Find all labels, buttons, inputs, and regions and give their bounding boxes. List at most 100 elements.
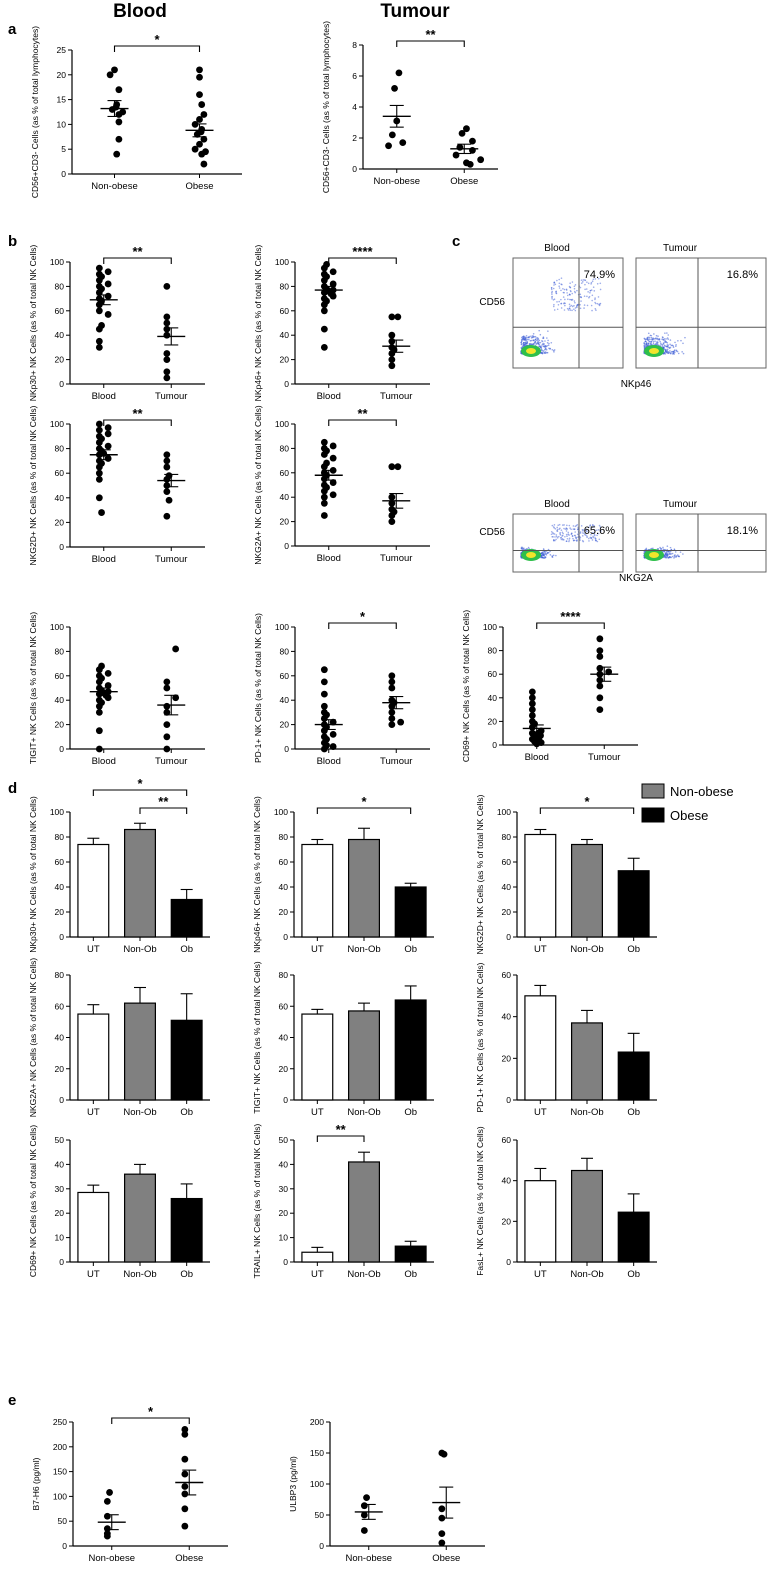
data-point [95, 289, 103, 296]
data-point [360, 1502, 368, 1510]
data-point [163, 374, 171, 382]
data-point [394, 463, 402, 471]
bar-ob [394, 886, 427, 938]
y-tick-label: 25 [57, 45, 67, 55]
data-point [181, 1522, 189, 1530]
y-tick-label: 0 [59, 379, 64, 389]
data-point [388, 350, 396, 357]
y-tick-label: 80 [280, 443, 290, 453]
chart-d7: 0 10 20 30 40 50 UT Non-Ob Ob CD69+ NK Cells (as … [28, 1125, 210, 1280]
y-tick-label: 20 [502, 1053, 512, 1063]
data-point [388, 702, 396, 710]
x-category-label: UT [311, 944, 324, 955]
y-tick-label: 50 [315, 1510, 325, 1520]
x-category-label: UT [311, 1107, 324, 1118]
data-point [458, 129, 466, 137]
x-category-label: Blood [317, 756, 341, 767]
data-point [463, 125, 470, 133]
data-point [95, 264, 103, 272]
data-point [95, 344, 103, 351]
y-tick-label: 200 [53, 1442, 67, 1452]
y-tick-label: 20 [55, 517, 65, 527]
data-point [103, 1532, 111, 1540]
chart-d5: 0 20 40 60 80 UT Non-Ob Ob TIGIT+ NK Cells (as %… [252, 961, 434, 1118]
x-category-label: Ob [180, 944, 193, 955]
x-category-label: Non-Ob [347, 944, 380, 955]
data-point [466, 160, 474, 168]
flow-dot-plot [512, 513, 624, 573]
significance-bracket [396, 40, 465, 47]
data-point [181, 1505, 189, 1513]
data-point [163, 463, 171, 471]
y-axis-label: NKp30+ NK Cells (as % of total NK Cells) [28, 245, 38, 402]
flow-x-label: NKG2A [619, 573, 653, 584]
data-point [95, 469, 103, 477]
y-tick-label: 20 [55, 355, 65, 365]
x-category-label: Non-obese [91, 181, 137, 192]
data-point [528, 700, 536, 708]
flow-percentage: 65.6% [584, 525, 615, 537]
data-point [163, 451, 171, 459]
y-tick-label: 60 [55, 857, 65, 867]
significance-bracket [113, 45, 201, 52]
data-point [388, 721, 396, 728]
y-tick-label: 0 [492, 740, 497, 750]
data-point [163, 684, 171, 692]
flow-col-label-tumour: Tumour [663, 499, 698, 510]
y-tick-label: 0 [59, 1257, 64, 1267]
chart-b6: 0 20 40 60 80 100 Blood Tumour PD-1+ NK Cells (a… [253, 609, 430, 767]
x-category-label: Non-obese [374, 176, 420, 187]
y-tick-label: 60 [279, 857, 289, 867]
data-point [181, 1490, 189, 1498]
data-point [596, 694, 604, 702]
y-tick-label: 100 [50, 257, 64, 267]
x-category-label: UT [87, 944, 100, 955]
data-point [98, 509, 105, 516]
x-category-label: Tumour [380, 756, 412, 767]
chart-d3: 0 20 40 60 80 100 UT Non-Ob Ob NKG2D+ NK Cells (a… [475, 794, 657, 955]
chart-a1: 0 5 10 15 20 25 Non-obese Obese CD56+CD3- Cells … [30, 26, 242, 198]
bar-ut [524, 833, 557, 938]
chart-b2: 0 20 40 60 80 100 Blood Tumour NKp46+ NK Cells (… [253, 244, 430, 402]
y-tick-label: 40 [55, 493, 65, 503]
significance-label: ** [158, 794, 169, 809]
significance-label: * [360, 609, 366, 624]
x-category-label: Blood [92, 756, 116, 767]
y-tick-label: 200 [310, 1417, 324, 1427]
significance-bracket [316, 807, 412, 814]
x-category-label: Obese [450, 176, 478, 187]
bar-ob [170, 1019, 203, 1101]
flow-col-label-blood: Blood [544, 499, 570, 510]
bar-ob [617, 1051, 650, 1101]
x-category-label: Obese [432, 1553, 460, 1564]
y-tick-label: 5 [61, 144, 66, 154]
data-point [95, 666, 103, 674]
y-tick-label: 40 [280, 492, 290, 502]
density-peak [526, 348, 536, 354]
bar-non-ob [348, 838, 381, 938]
y-tick-label: 150 [310, 1448, 324, 1458]
data-point [320, 264, 328, 272]
data-point [95, 709, 103, 716]
data-point [329, 718, 337, 726]
y-tick-label: 15 [57, 95, 67, 105]
bar-ut [77, 1191, 110, 1263]
data-point [320, 487, 328, 495]
x-category-label: UT [534, 944, 547, 955]
y-tick-label: 0 [59, 542, 64, 552]
significance-label: * [154, 32, 160, 47]
significance-label: ** [132, 406, 143, 421]
legend-swatch-obese [641, 807, 665, 823]
data-point [533, 740, 541, 748]
data-point [165, 496, 173, 504]
bar-non-ob [123, 828, 156, 938]
y-axis-label: ULBP3 (pg/ml) [288, 1456, 298, 1512]
data-point [172, 694, 180, 702]
data-point [115, 86, 123, 94]
data-point [456, 143, 464, 151]
y-tick-label: 60 [280, 468, 290, 478]
data-point [395, 69, 403, 77]
data-point [196, 116, 203, 123]
bar-non-ob [348, 1010, 381, 1101]
significance-bracket [92, 789, 188, 796]
